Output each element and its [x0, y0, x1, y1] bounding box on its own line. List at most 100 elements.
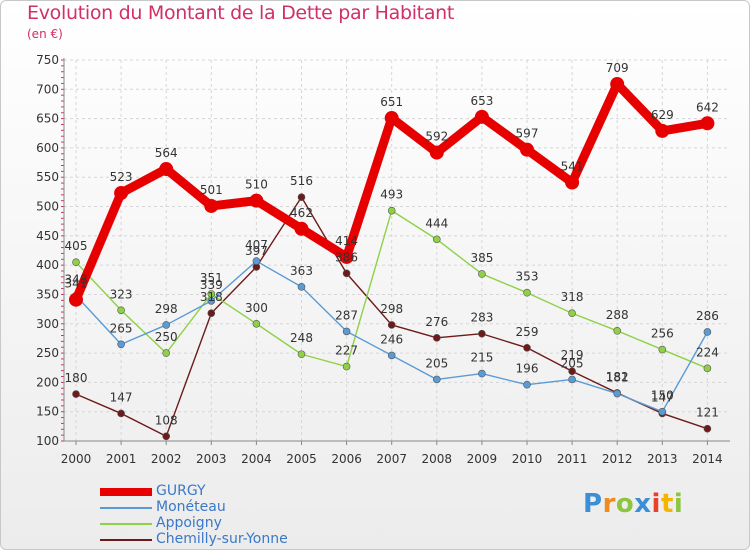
data-label: 276	[425, 315, 448, 329]
data-point	[72, 258, 80, 267]
data-point	[478, 270, 486, 278]
data-point	[700, 116, 715, 131]
data-label: 150	[651, 389, 674, 403]
data-point	[432, 235, 441, 244]
data-label: 298	[380, 302, 403, 316]
data-point	[523, 380, 531, 389]
legend-label: Monéteau	[156, 499, 226, 515]
data-label: 341	[65, 277, 88, 291]
data-label: 108	[155, 413, 178, 427]
data-point	[159, 162, 174, 177]
data-label: 414	[335, 234, 358, 248]
data-label: 351	[200, 271, 223, 285]
data-point	[610, 77, 625, 92]
data-label: 353	[516, 270, 539, 284]
y-tick-label: 750	[36, 53, 59, 67]
data-label: 205	[561, 356, 584, 370]
data-point	[613, 327, 622, 335]
x-tick-label: 2006	[331, 452, 362, 466]
data-label: 265	[110, 321, 133, 335]
data-point	[297, 350, 306, 359]
data-point	[520, 142, 534, 157]
data-label: 348	[65, 273, 88, 287]
data-label: 121	[696, 406, 719, 420]
data-point	[252, 257, 261, 265]
data-point	[72, 390, 80, 398]
data-label: 386	[335, 250, 358, 264]
data-label: 363	[290, 264, 313, 278]
y-tick-label: 700	[36, 82, 59, 96]
data-label: 248	[290, 331, 313, 345]
chart-title: Evolution du Montant de la Dette par Hab…	[27, 2, 455, 24]
y-tick-label: 500	[36, 200, 59, 214]
data-point	[297, 193, 306, 201]
x-tick-label: 2012	[602, 452, 633, 466]
data-label: 180	[65, 371, 88, 385]
data-point	[387, 351, 396, 360]
data-point	[568, 375, 576, 384]
data-point	[69, 292, 83, 307]
data-point	[703, 364, 712, 373]
data-point	[342, 269, 351, 278]
data-point	[703, 424, 712, 433]
data-point	[252, 319, 261, 328]
data-label: 283	[470, 311, 493, 325]
y-tick-label: 550	[36, 170, 59, 184]
y-tick-label: 450	[36, 229, 59, 243]
data-label: 224	[696, 345, 719, 359]
data-label: 323	[110, 287, 133, 301]
data-label: 250	[155, 330, 178, 344]
data-label: 653	[470, 94, 493, 108]
data-point	[342, 327, 351, 336]
data-label: 541	[561, 160, 584, 174]
data-point	[432, 334, 441, 342]
legend-swatch	[100, 488, 152, 496]
data-label: 246	[380, 332, 403, 346]
data-point	[478, 369, 486, 378]
legend-label: Appoigny	[156, 515, 222, 531]
x-tick-label: 2013	[647, 452, 678, 466]
data-point	[117, 340, 125, 349]
data-point	[568, 367, 576, 376]
data-label: 407	[245, 238, 268, 252]
y-tick-label: 650	[36, 112, 59, 126]
x-tick-label: 2005	[286, 452, 317, 466]
data-label: 259	[516, 325, 539, 339]
data-label: 629	[651, 108, 674, 122]
data-point	[523, 288, 531, 297]
data-label: 182	[606, 370, 629, 384]
data-point	[387, 206, 396, 215]
y-tick-label: 350	[36, 287, 59, 301]
proxiti-logo: Proxiti	[583, 489, 684, 519]
legend-swatch	[100, 539, 152, 541]
data-point	[384, 111, 399, 126]
data-label: 462	[290, 206, 313, 220]
x-tick-label: 2001	[106, 452, 137, 466]
data-label: 709	[606, 61, 629, 75]
data-point	[658, 345, 667, 354]
data-label: 147	[110, 390, 133, 404]
y-tick-label: 250	[36, 346, 59, 360]
data-label: 318	[200, 290, 223, 304]
data-label: 205	[425, 356, 448, 370]
data-label: 516	[290, 174, 313, 188]
data-point	[658, 407, 667, 416]
x-tick-label: 2014	[692, 452, 723, 466]
data-label: 397	[245, 244, 268, 258]
data-point	[429, 145, 444, 160]
unit-label: (en €)	[27, 27, 63, 41]
legend-label: Chemilly-sur-Yonne	[156, 531, 288, 547]
data-point	[162, 432, 170, 441]
legend-swatch	[100, 523, 152, 525]
data-point	[339, 249, 354, 264]
data-point	[432, 375, 441, 384]
data-point	[162, 349, 170, 357]
x-tick-label: 2004	[241, 452, 272, 466]
data-point	[703, 328, 712, 336]
data-label: 298	[155, 302, 178, 316]
data-point	[523, 344, 531, 352]
data-point	[249, 193, 264, 208]
y-tick-label: 300	[36, 317, 59, 331]
data-label: 510	[245, 178, 268, 192]
